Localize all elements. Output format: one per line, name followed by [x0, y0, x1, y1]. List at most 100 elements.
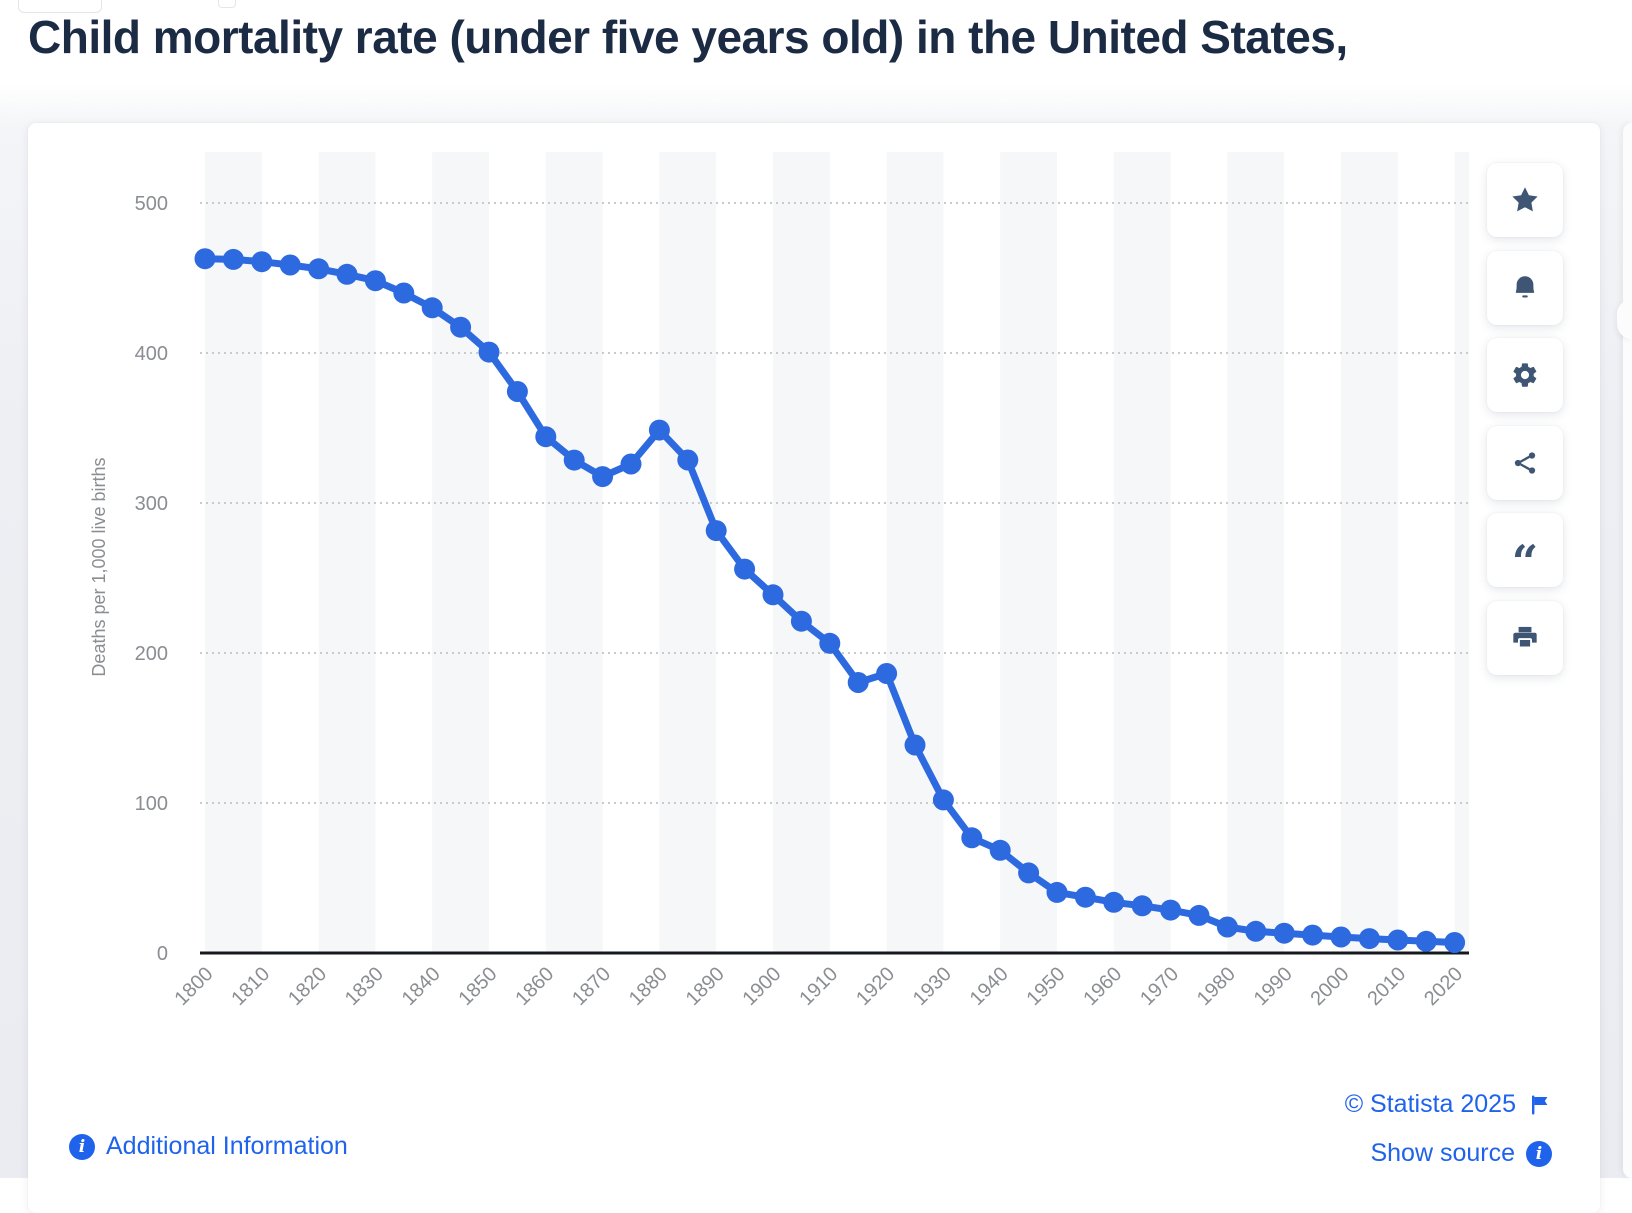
y-tick-label: 300 [135, 493, 168, 515]
decade-band [1000, 152, 1057, 953]
data-point[interactable] [1103, 891, 1125, 913]
data-point[interactable] [1131, 895, 1153, 917]
settings-button[interactable] [1487, 338, 1563, 412]
data-point[interactable] [393, 282, 415, 304]
cite-button[interactable]: “ [1487, 513, 1563, 587]
data-point[interactable] [762, 584, 784, 606]
data-point[interactable] [506, 381, 528, 402]
data-point[interactable] [251, 251, 273, 273]
y-tick-label: 200 [135, 643, 168, 665]
data-point[interactable] [904, 734, 926, 756]
x-tick-label: 1960 [1079, 963, 1126, 1010]
decade-band [1454, 152, 1469, 953]
print-icon [1513, 626, 1537, 648]
data-point[interactable] [1358, 928, 1380, 950]
browser-artifact [18, 0, 102, 13]
data-point[interactable] [819, 632, 841, 654]
favorite-button[interactable] [1487, 163, 1563, 237]
data-point[interactable] [1160, 899, 1182, 921]
share-icon [1514, 451, 1536, 474]
bell-icon [1515, 275, 1535, 297]
data-point[interactable] [705, 520, 727, 542]
share-button[interactable] [1487, 425, 1563, 500]
data-point[interactable] [592, 466, 614, 488]
data-point[interactable] [450, 316, 472, 338]
data-point[interactable] [932, 789, 954, 811]
y-tick-label: 500 [135, 193, 168, 215]
y-tick-label: 100 [135, 793, 168, 815]
x-tick-label: 1930 [909, 963, 956, 1010]
y-axis-title: Deaths per 1,000 live births [89, 457, 109, 677]
x-tick-label: 1800 [171, 963, 218, 1010]
data-point[interactable] [1018, 862, 1040, 884]
data-point[interactable] [961, 827, 983, 849]
x-tick-label: 1940 [966, 963, 1013, 1010]
statista-credit-link[interactable]: © Statista 2025 [1345, 1090, 1552, 1119]
mortality-line-chart[interactable]: 0 100 200 300 400 500 1800 1810 1820 1830 1840 1850… [28, 123, 1600, 1213]
data-point[interactable] [1273, 922, 1295, 944]
data-point[interactable] [876, 663, 898, 684]
x-tick-label: 1840 [398, 963, 445, 1010]
show-source-label: Show source [1370, 1139, 1515, 1167]
flag-icon [1532, 1095, 1548, 1114]
data-point[interactable] [308, 258, 330, 280]
x-tick-label: 1910 [795, 963, 842, 1010]
x-tick-label: 1900 [739, 963, 786, 1010]
data-point[interactable] [677, 449, 699, 471]
data-point[interactable] [1444, 932, 1466, 953]
data-point[interactable] [790, 610, 812, 632]
decade-band [432, 152, 489, 953]
info-icon: i [1526, 1140, 1552, 1167]
decade-band [1227, 152, 1285, 953]
data-point[interactable] [222, 248, 244, 270]
data-point[interactable] [1216, 916, 1238, 938]
data-point[interactable] [648, 419, 670, 441]
show-source-link[interactable]: Show source i [1370, 1139, 1552, 1168]
copyright-label: © Statista 2025 [1344, 1090, 1516, 1118]
y-tick-label: 400 [135, 343, 168, 365]
decade-band [205, 152, 262, 953]
data-point[interactable] [1302, 924, 1324, 946]
browser-artifact [218, 0, 236, 8]
data-point[interactable] [194, 248, 216, 270]
x-tick-label: 2020 [1420, 963, 1467, 1010]
data-point[interactable] [989, 839, 1011, 861]
x-tick-label: 1810 [227, 963, 274, 1010]
data-point[interactable] [364, 270, 386, 292]
data-point[interactable] [1245, 920, 1267, 942]
x-tick-label: 1990 [1250, 963, 1297, 1010]
x-tick-label: 1820 [284, 963, 331, 1010]
x-tick-label: 1860 [511, 963, 558, 1010]
print-button[interactable] [1487, 600, 1563, 675]
gear-icon [1513, 363, 1537, 387]
decade-band [545, 152, 603, 953]
data-point[interactable] [1387, 929, 1409, 951]
data-point[interactable] [421, 297, 443, 319]
data-point[interactable] [847, 672, 869, 693]
decade-band [773, 152, 830, 953]
x-tick-label: 1970 [1136, 963, 1183, 1010]
additional-information-link[interactable]: i Additional Information [69, 1132, 348, 1161]
data-point[interactable] [478, 341, 500, 363]
data-point[interactable] [336, 263, 358, 285]
info-icon: i [69, 1133, 95, 1160]
x-tick-label: 1830 [341, 963, 388, 1010]
data-point[interactable] [563, 449, 585, 471]
data-point[interactable] [620, 453, 642, 475]
alert-button[interactable] [1487, 250, 1563, 325]
data-point[interactable] [1074, 886, 1096, 908]
x-tick-label: 1890 [682, 963, 729, 1010]
data-point[interactable] [279, 254, 301, 276]
decade-band [659, 152, 717, 953]
right-edge-drawer-tab[interactable] [1617, 299, 1632, 339]
x-tick-label: 2000 [1307, 963, 1354, 1010]
data-point[interactable] [1330, 926, 1352, 948]
data-point[interactable] [1188, 904, 1210, 926]
decade-band [1113, 152, 1171, 953]
data-point[interactable] [535, 426, 557, 448]
data-point[interactable] [734, 558, 756, 580]
decade-band [886, 152, 944, 953]
data-point[interactable] [1415, 930, 1437, 952]
data-point[interactable] [1046, 881, 1068, 903]
page-title: Child mortality rate (under five years o… [28, 11, 1348, 63]
